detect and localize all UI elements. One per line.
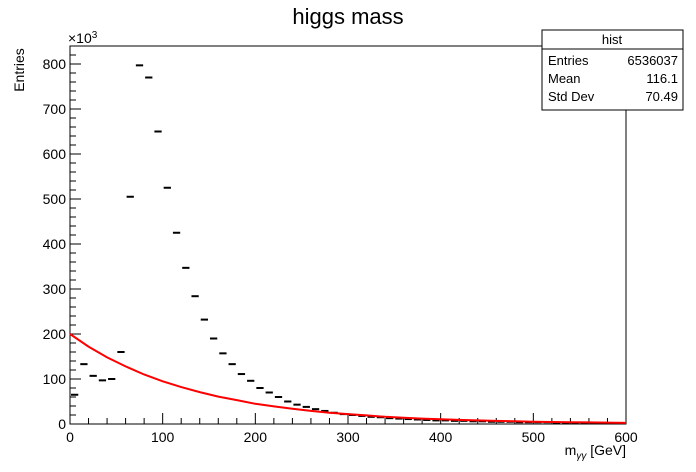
y-tick-label: 100 [43,371,67,387]
x-tick-label: 600 [614,429,638,445]
x-tick-label: 100 [151,429,175,445]
stats-entries-label: Entries [548,53,589,68]
stats-box-frame [541,29,684,111]
stats-mean-label: Mean [548,71,581,86]
stats-mean-value: 116.1 [646,71,678,86]
y-tick-label: 300 [43,281,67,297]
x-axis-title-sub: γγ [576,451,587,462]
x-tick-label: 500 [522,429,546,445]
y-tick-label: 0 [58,416,66,432]
y-axis-title: Entries [11,48,27,92]
y-axis: 0 100 200 300 400 500 600 700 800 [43,45,81,432]
stats-stddev-label: Std Dev [548,89,595,104]
x-axis: 0 100 200 300 400 500 600 [66,413,638,445]
data-layer [69,64,627,425]
y-tick-label: 700 [43,101,67,117]
x-tick-label: 400 [429,429,453,445]
stats-entries-value: 6536037 [627,53,678,68]
x-axis-title: mγγ [GeV] [565,442,626,462]
stats-box-title: hist [602,32,623,47]
y-multiplier-exponent: 3 [92,30,98,41]
stats-stddev-value: 70.49 [645,89,678,104]
x-axis-title-unit: [GeV] [586,442,626,458]
y-tick-label: 600 [43,146,67,162]
x-axis-title-main: m [565,442,577,458]
y-multiplier-base: ×10 [68,30,92,46]
chart-title: higgs mass [292,4,403,29]
x-tick-label: 200 [244,429,268,445]
fit-line [69,333,627,424]
y-tick-label: 500 [43,191,67,207]
stats-box: hist Entries 6536037 Mean 116.1 Std Dev … [541,29,684,111]
y-axis-multiplier: ×103 [68,30,98,46]
y-tick-label: 800 [43,56,67,72]
x-tick-label: 300 [336,429,360,445]
x-tick-label: 0 [66,429,74,445]
y-tick-label: 200 [43,326,67,342]
y-tick-label: 400 [43,236,67,252]
